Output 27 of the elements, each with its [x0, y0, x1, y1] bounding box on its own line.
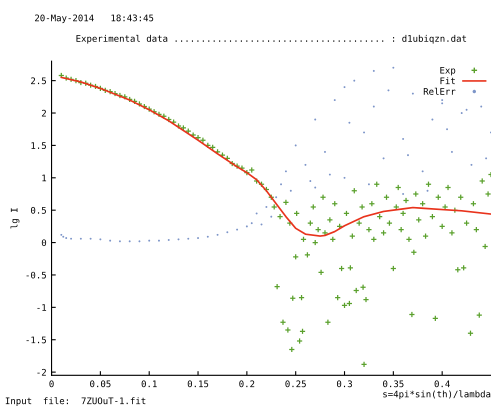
y-tick-label: 2.5 [31, 77, 46, 84]
y-tick-label: 0.5 [30, 206, 46, 214]
legend-label: RelErr [424, 88, 456, 95]
y-tick-label: -0.5 [26, 272, 46, 279]
y-tick-label: 2 [42, 110, 46, 116]
x-tick-label: 0.25 [285, 380, 306, 388]
x-tick-label: 0.2 [239, 380, 254, 388]
x-tick-label: 0.05 [90, 380, 111, 388]
y-tick-label: -1.5 [26, 336, 46, 344]
y-axis-title: lg I [10, 208, 20, 228]
x-tick-label: 0 [49, 380, 54, 388]
text: Input file: 7ZUOuT-1.fit [6, 397, 146, 406]
x-axis-title: s=4pi*sin(th)/lambda [383, 390, 490, 400]
x-tick-label: 0.15 [188, 380, 208, 388]
x-tick-label: 0.3 [336, 380, 352, 388]
y-tick-label: 0 [42, 239, 46, 246]
x-tick-label: 0.4 [434, 380, 450, 388]
legend-label: Fit [440, 77, 455, 84]
chart-title: Experimental data ....................................... : d1ubiqzn.dat [76, 34, 466, 44]
y-tick-label: 1.5 [31, 142, 46, 149]
y-tick-label: -2 [37, 368, 46, 376]
y-tick-label: 1 [42, 174, 46, 182]
x-tick-label: 0.35 [383, 380, 404, 388]
y-tick-label: -1 [37, 304, 46, 311]
legend-label: Exp [440, 66, 456, 76]
text: 20-May-2014 18:43:45 [35, 14, 154, 24]
x-tick-label: 0.1 [142, 380, 157, 388]
